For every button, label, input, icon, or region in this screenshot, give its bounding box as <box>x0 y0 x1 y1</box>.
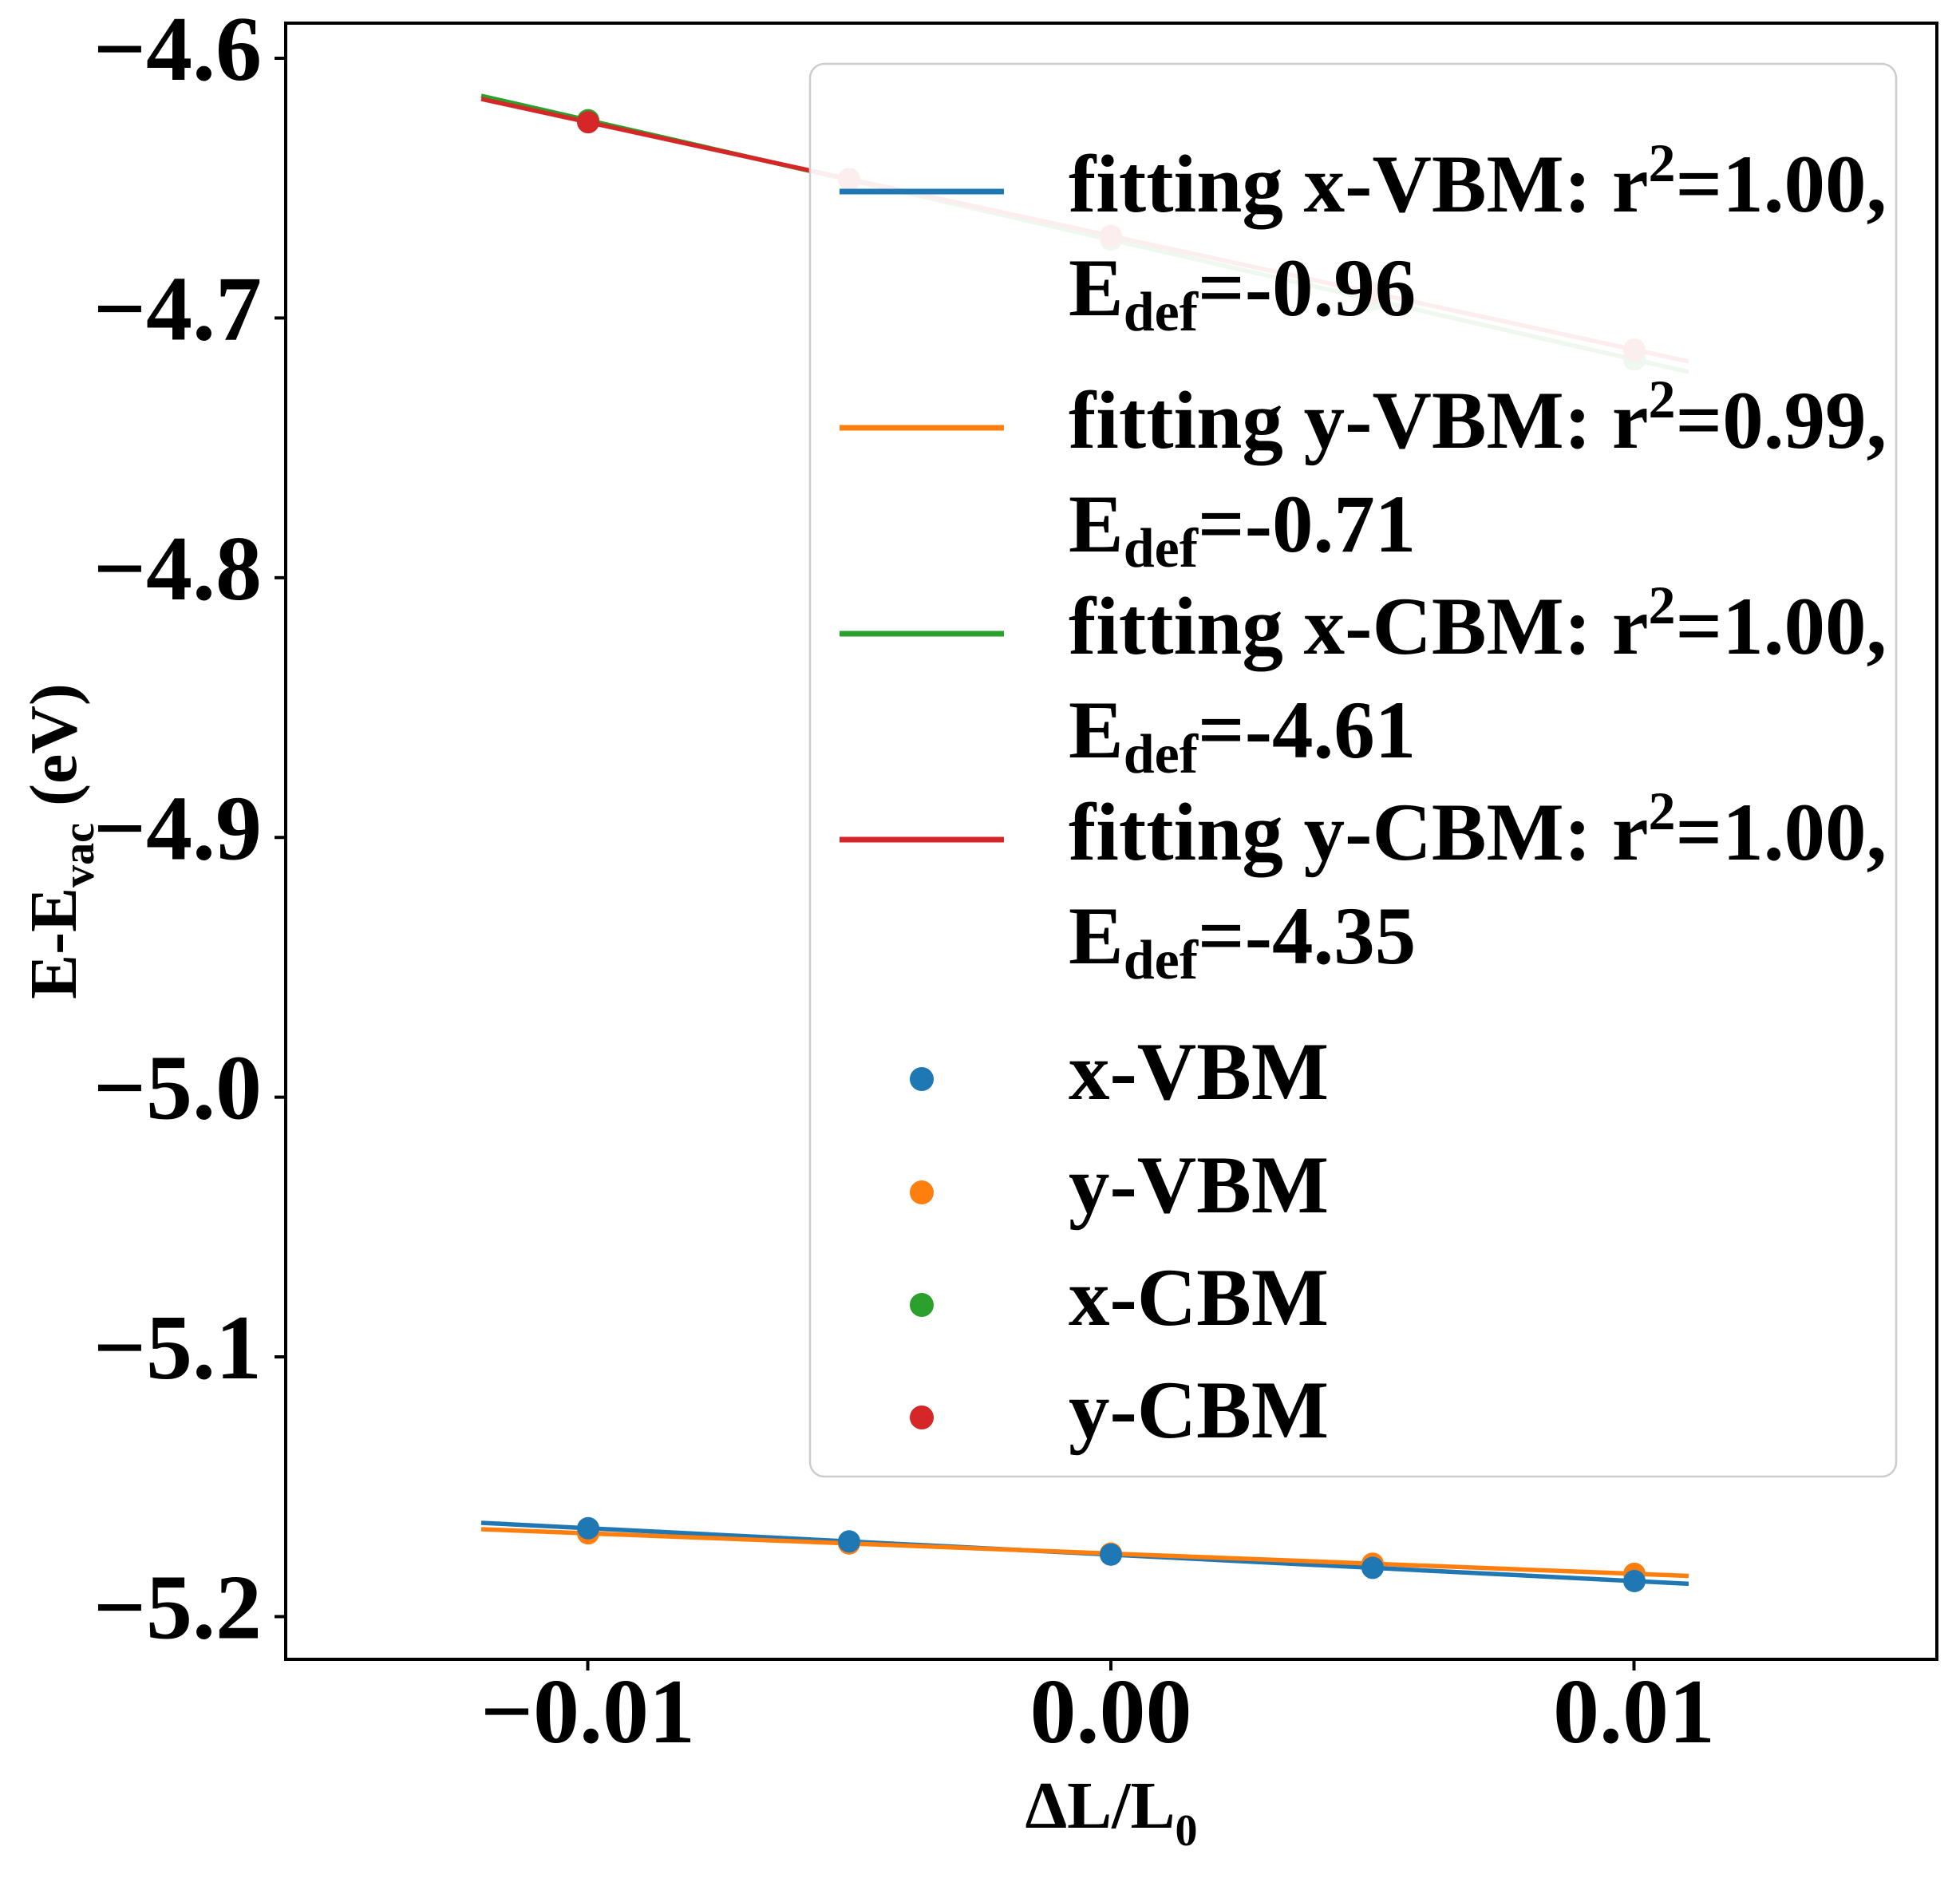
svg-text:fitting y-VBM: r2=0.99,: fitting y-VBM: r2=0.99, <box>1069 369 1887 466</box>
svg-text:y-CBM: y-CBM <box>1069 1365 1329 1456</box>
svg-text:−0.01: −0.01 <box>480 1661 695 1763</box>
svg-text:−5.1: −5.1 <box>93 1297 262 1399</box>
svg-text:y-VBM: y-VBM <box>1069 1140 1329 1231</box>
svg-text:−5.0: −5.0 <box>93 1038 262 1140</box>
svg-text:x-VBM: x-VBM <box>1069 1026 1329 1117</box>
svg-text:x-CBM: x-CBM <box>1069 1252 1329 1343</box>
svg-text:−4.6: −4.6 <box>93 0 262 101</box>
svg-text:0.00: 0.00 <box>1030 1661 1192 1763</box>
svg-text:ΔL/L0: ΔL/L0 <box>1025 1769 1197 1856</box>
svg-text:fitting y-CBM: r2=1.00,: fitting y-CBM: r2=1.00, <box>1069 781 1887 878</box>
svg-text:Edef=-4.61: Edef=-4.61 <box>1069 685 1416 785</box>
svg-text:−4.8: −4.8 <box>93 518 262 620</box>
svg-text:0.01: 0.01 <box>1553 1661 1715 1763</box>
svg-text:fitting x-CBM: r2=1.00,: fitting x-CBM: r2=1.00, <box>1069 575 1887 672</box>
svg-text:Edef=-0.71: Edef=-0.71 <box>1069 479 1416 579</box>
svg-text:fitting x-VBM: r2=1.00,: fitting x-VBM: r2=1.00, <box>1069 132 1887 230</box>
svg-text:−4.7: −4.7 <box>93 258 262 360</box>
svg-text:−4.9: −4.9 <box>93 777 262 880</box>
svg-text:Edef=-4.35: Edef=-4.35 <box>1069 891 1416 991</box>
svg-text:−5.2: −5.2 <box>93 1557 262 1659</box>
svg-text:Edef=-0.96: Edef=-0.96 <box>1069 243 1416 343</box>
